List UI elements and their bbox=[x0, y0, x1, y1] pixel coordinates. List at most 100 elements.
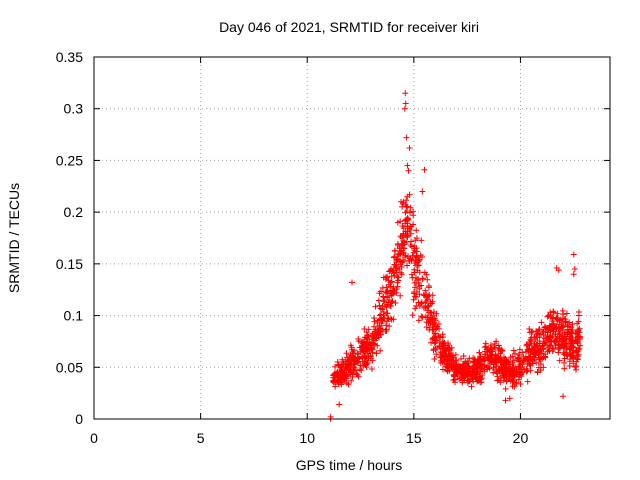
data-point bbox=[399, 203, 406, 210]
data-point bbox=[377, 305, 384, 312]
data-point bbox=[334, 358, 341, 365]
data-point bbox=[509, 383, 516, 390]
data-point bbox=[505, 358, 512, 365]
data-point bbox=[443, 346, 450, 353]
data-point bbox=[383, 284, 390, 291]
data-point bbox=[405, 167, 412, 174]
data-point bbox=[547, 309, 554, 316]
data-point bbox=[401, 105, 408, 112]
data-point bbox=[390, 316, 397, 323]
data-point bbox=[448, 350, 455, 357]
data-point bbox=[407, 230, 414, 237]
data-point bbox=[412, 284, 419, 291]
data-point bbox=[517, 381, 524, 388]
data-point bbox=[353, 358, 360, 365]
data-point bbox=[367, 340, 374, 347]
data-point bbox=[506, 395, 513, 402]
data-point bbox=[567, 351, 574, 358]
data-point bbox=[421, 269, 428, 276]
data-point bbox=[400, 249, 407, 256]
data-point bbox=[441, 358, 448, 365]
data-point bbox=[547, 324, 554, 331]
data-point bbox=[410, 296, 417, 303]
data-point bbox=[428, 339, 435, 346]
data-point bbox=[347, 361, 354, 368]
data-point bbox=[340, 374, 347, 381]
data-point bbox=[554, 310, 561, 317]
data-point bbox=[491, 356, 498, 363]
data-point bbox=[555, 267, 562, 274]
data-point bbox=[343, 350, 350, 357]
data-point bbox=[499, 372, 506, 379]
data-point bbox=[385, 315, 392, 322]
data-point bbox=[460, 353, 467, 360]
data-point bbox=[480, 357, 487, 364]
data-point bbox=[404, 193, 411, 200]
data-point bbox=[375, 297, 382, 304]
data-point bbox=[373, 335, 380, 342]
data-point bbox=[524, 378, 531, 385]
data-point bbox=[357, 362, 364, 369]
data-point bbox=[501, 354, 508, 361]
data-point bbox=[413, 293, 420, 300]
data-point bbox=[364, 345, 371, 352]
data-point bbox=[413, 227, 420, 234]
data-point bbox=[397, 251, 404, 258]
data-point bbox=[500, 369, 507, 376]
x-tick-label: 15 bbox=[406, 430, 422, 446]
data-point bbox=[427, 317, 434, 324]
data-point bbox=[544, 333, 551, 340]
data-point bbox=[371, 318, 378, 325]
data-point bbox=[535, 346, 542, 353]
data-point bbox=[386, 323, 393, 330]
data-point bbox=[373, 350, 380, 357]
data-point bbox=[502, 385, 509, 392]
data-point bbox=[426, 309, 433, 316]
data-point bbox=[535, 356, 542, 363]
data-point bbox=[560, 393, 567, 400]
data-point bbox=[388, 266, 395, 273]
data-point bbox=[339, 378, 346, 385]
data-point bbox=[424, 296, 431, 303]
data-point bbox=[425, 282, 432, 289]
data-point bbox=[402, 100, 409, 107]
data-point bbox=[556, 357, 563, 364]
data-point bbox=[574, 347, 581, 354]
data-point bbox=[387, 287, 394, 294]
data-point bbox=[404, 162, 411, 169]
data-point bbox=[548, 338, 555, 345]
data-point bbox=[404, 216, 411, 223]
data-point bbox=[430, 326, 437, 333]
data-point bbox=[442, 350, 449, 357]
data-point bbox=[392, 247, 399, 254]
data-point bbox=[504, 367, 511, 374]
data-point bbox=[471, 366, 478, 373]
data-point bbox=[331, 370, 338, 377]
data-point bbox=[439, 366, 446, 373]
data-point bbox=[411, 293, 418, 300]
data-point bbox=[514, 355, 521, 362]
data-point bbox=[409, 312, 416, 319]
data-point bbox=[537, 331, 544, 338]
data-point bbox=[561, 365, 568, 372]
data-point bbox=[541, 324, 548, 331]
data-point bbox=[519, 369, 526, 376]
data-point bbox=[562, 318, 569, 325]
data-point bbox=[453, 357, 460, 364]
data-point bbox=[430, 312, 437, 319]
data-point bbox=[525, 348, 532, 355]
data-point bbox=[348, 344, 355, 351]
data-point bbox=[444, 364, 451, 371]
y-axis-label: SRMTID / TECUs bbox=[6, 183, 22, 293]
data-point bbox=[451, 373, 458, 380]
data-point bbox=[569, 321, 576, 328]
data-point bbox=[429, 292, 436, 299]
data-point bbox=[410, 221, 417, 228]
data-point bbox=[478, 366, 485, 373]
data-point bbox=[416, 291, 423, 298]
data-point bbox=[526, 353, 533, 360]
data-point bbox=[348, 357, 355, 364]
data-point bbox=[401, 253, 408, 260]
data-point bbox=[416, 256, 423, 263]
